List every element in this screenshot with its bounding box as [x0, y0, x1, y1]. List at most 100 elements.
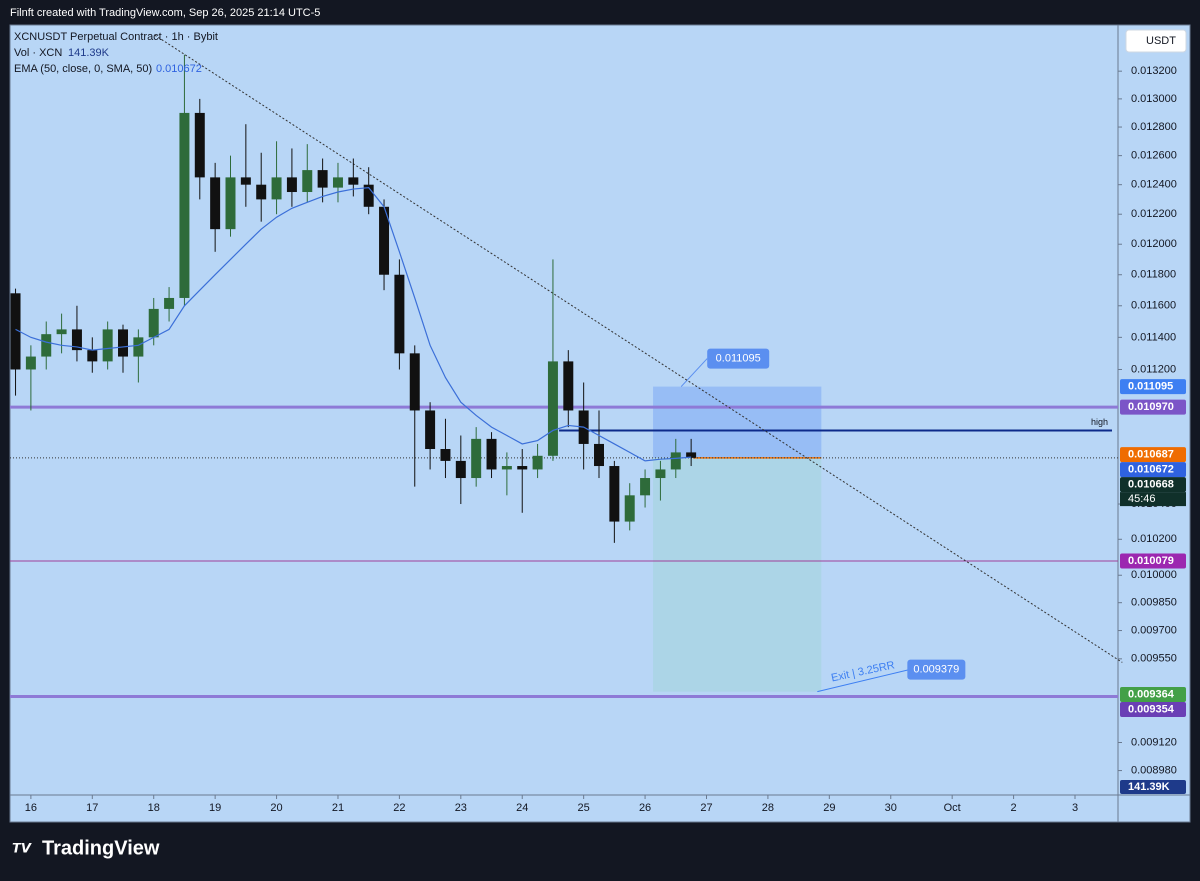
x-tick-label: 26 [639, 802, 651, 814]
countdown-box [1120, 492, 1186, 507]
exit-pointer [817, 669, 910, 693]
x-tick-label: Oct [944, 802, 961, 814]
price-tag-label: 0.010079 [1128, 555, 1174, 567]
candle-body [517, 466, 528, 470]
currency[interactable]: USDT [1146, 35, 1176, 47]
x-tick-label: 20 [270, 802, 282, 814]
price-tag [1120, 379, 1186, 395]
x-tick-label: 21 [332, 802, 344, 814]
y-tick-label: 0.010200 [1131, 533, 1177, 545]
price-tag-label: 0.010668 [1128, 479, 1174, 491]
price-tag [1120, 553, 1186, 569]
candle-body [210, 177, 221, 230]
candle-body [501, 466, 512, 470]
volume-value: 141.39K [68, 47, 110, 59]
x-tick-label: 17 [86, 802, 98, 814]
candle-body [25, 356, 36, 370]
candle-body [317, 170, 328, 188]
candle-body [348, 177, 359, 185]
candle-body [148, 308, 159, 338]
candle-body [302, 170, 313, 193]
candle-body [271, 177, 282, 200]
y-tick-label: 0.013200 [1131, 65, 1177, 77]
y-tick-label: 0.011800 [1131, 269, 1176, 281]
candle-body [686, 452, 697, 458]
candle-body [240, 177, 251, 185]
candle-body [118, 329, 129, 357]
x-tick-label: 24 [516, 802, 528, 814]
x-tick-label: 27 [700, 802, 712, 814]
candle-body [179, 112, 190, 298]
candle-body [547, 361, 558, 456]
candle-body [164, 297, 175, 309]
price-tag-label: 0.010970 [1128, 401, 1174, 413]
stop-zone [653, 386, 822, 458]
candle-body [394, 274, 405, 354]
y-tick-label: 0.008980 [1131, 764, 1177, 776]
candle-body [455, 460, 466, 479]
price-tag [1120, 477, 1186, 493]
y-tick-label: 0.009120 [1131, 736, 1177, 748]
candle-body [563, 361, 574, 411]
candle-body [594, 443, 604, 467]
credit: Filnft created with TradingView.com, Sep… [10, 7, 320, 19]
candle-body [624, 495, 635, 522]
candle-body [471, 438, 482, 479]
x-tick-label: 18 [148, 802, 160, 814]
target-label: 0.009379 [913, 664, 959, 676]
candle-body [286, 177, 297, 193]
price-tag-label: 0.010687 [1128, 449, 1174, 461]
y-tick-label: 0.012400 [1131, 179, 1177, 191]
candle-body [71, 329, 82, 351]
x-tick-label: 29 [823, 802, 835, 814]
volume-tag-label: 141.39K [1128, 781, 1170, 793]
price-tag-label: 0.011095 [1128, 380, 1173, 392]
candle-body [425, 410, 436, 450]
price-tag [1120, 702, 1186, 718]
y-tick-label: 0.012200 [1131, 208, 1177, 220]
x-tick-label: 19 [209, 802, 221, 814]
price-tag [1120, 399, 1186, 415]
y-tick-label: 0.010000 [1131, 569, 1177, 581]
y-tick-label: 0.009700 [1131, 624, 1177, 636]
candle-body [41, 334, 52, 357]
ema-line [15, 186, 692, 462]
volume-tag [1120, 780, 1186, 794]
x-tick-label: 3 [1072, 802, 1078, 814]
logo: TradingView [42, 837, 160, 859]
y-tick-label: 0.012600 [1131, 150, 1177, 162]
y-tick-label: 0.011600 [1131, 300, 1176, 312]
candle-body [225, 177, 236, 230]
x-tick-label: 30 [885, 802, 897, 814]
candle-body [256, 184, 267, 200]
candle-body [379, 206, 390, 275]
price-tag [1120, 687, 1186, 703]
y-tick-label: 0.012800 [1131, 121, 1177, 133]
candle-body [609, 466, 620, 522]
volume-legend: Vol · XCN [14, 47, 62, 59]
candle-body [332, 177, 343, 188]
candle-body [440, 449, 451, 461]
price-tag [1120, 447, 1186, 463]
candle-body [10, 293, 21, 370]
ema-legend: EMA (50, close, 0, SMA, 50) [14, 63, 152, 75]
candle-body [486, 438, 497, 470]
candle-body [363, 184, 374, 207]
x-tick-label: 2 [1011, 802, 1017, 814]
candle-body [194, 112, 205, 178]
currency-button[interactable] [1125, 29, 1187, 53]
x-tick-label: 22 [393, 802, 405, 814]
candle-body [87, 350, 98, 362]
target-zone [653, 457, 822, 692]
x-tick-label: 16 [25, 802, 37, 814]
chart-title: XCNUSDT Perpetual Contract · 1h · Bybit [14, 31, 218, 43]
candle-body [640, 478, 651, 496]
price-tag-label: 0.009364 [1128, 688, 1175, 700]
candle-body [532, 455, 543, 470]
ema-value: 0.010672 [156, 63, 202, 75]
x-tick-label: 28 [762, 802, 774, 814]
candle-body [56, 329, 67, 335]
candle-body [655, 469, 666, 479]
